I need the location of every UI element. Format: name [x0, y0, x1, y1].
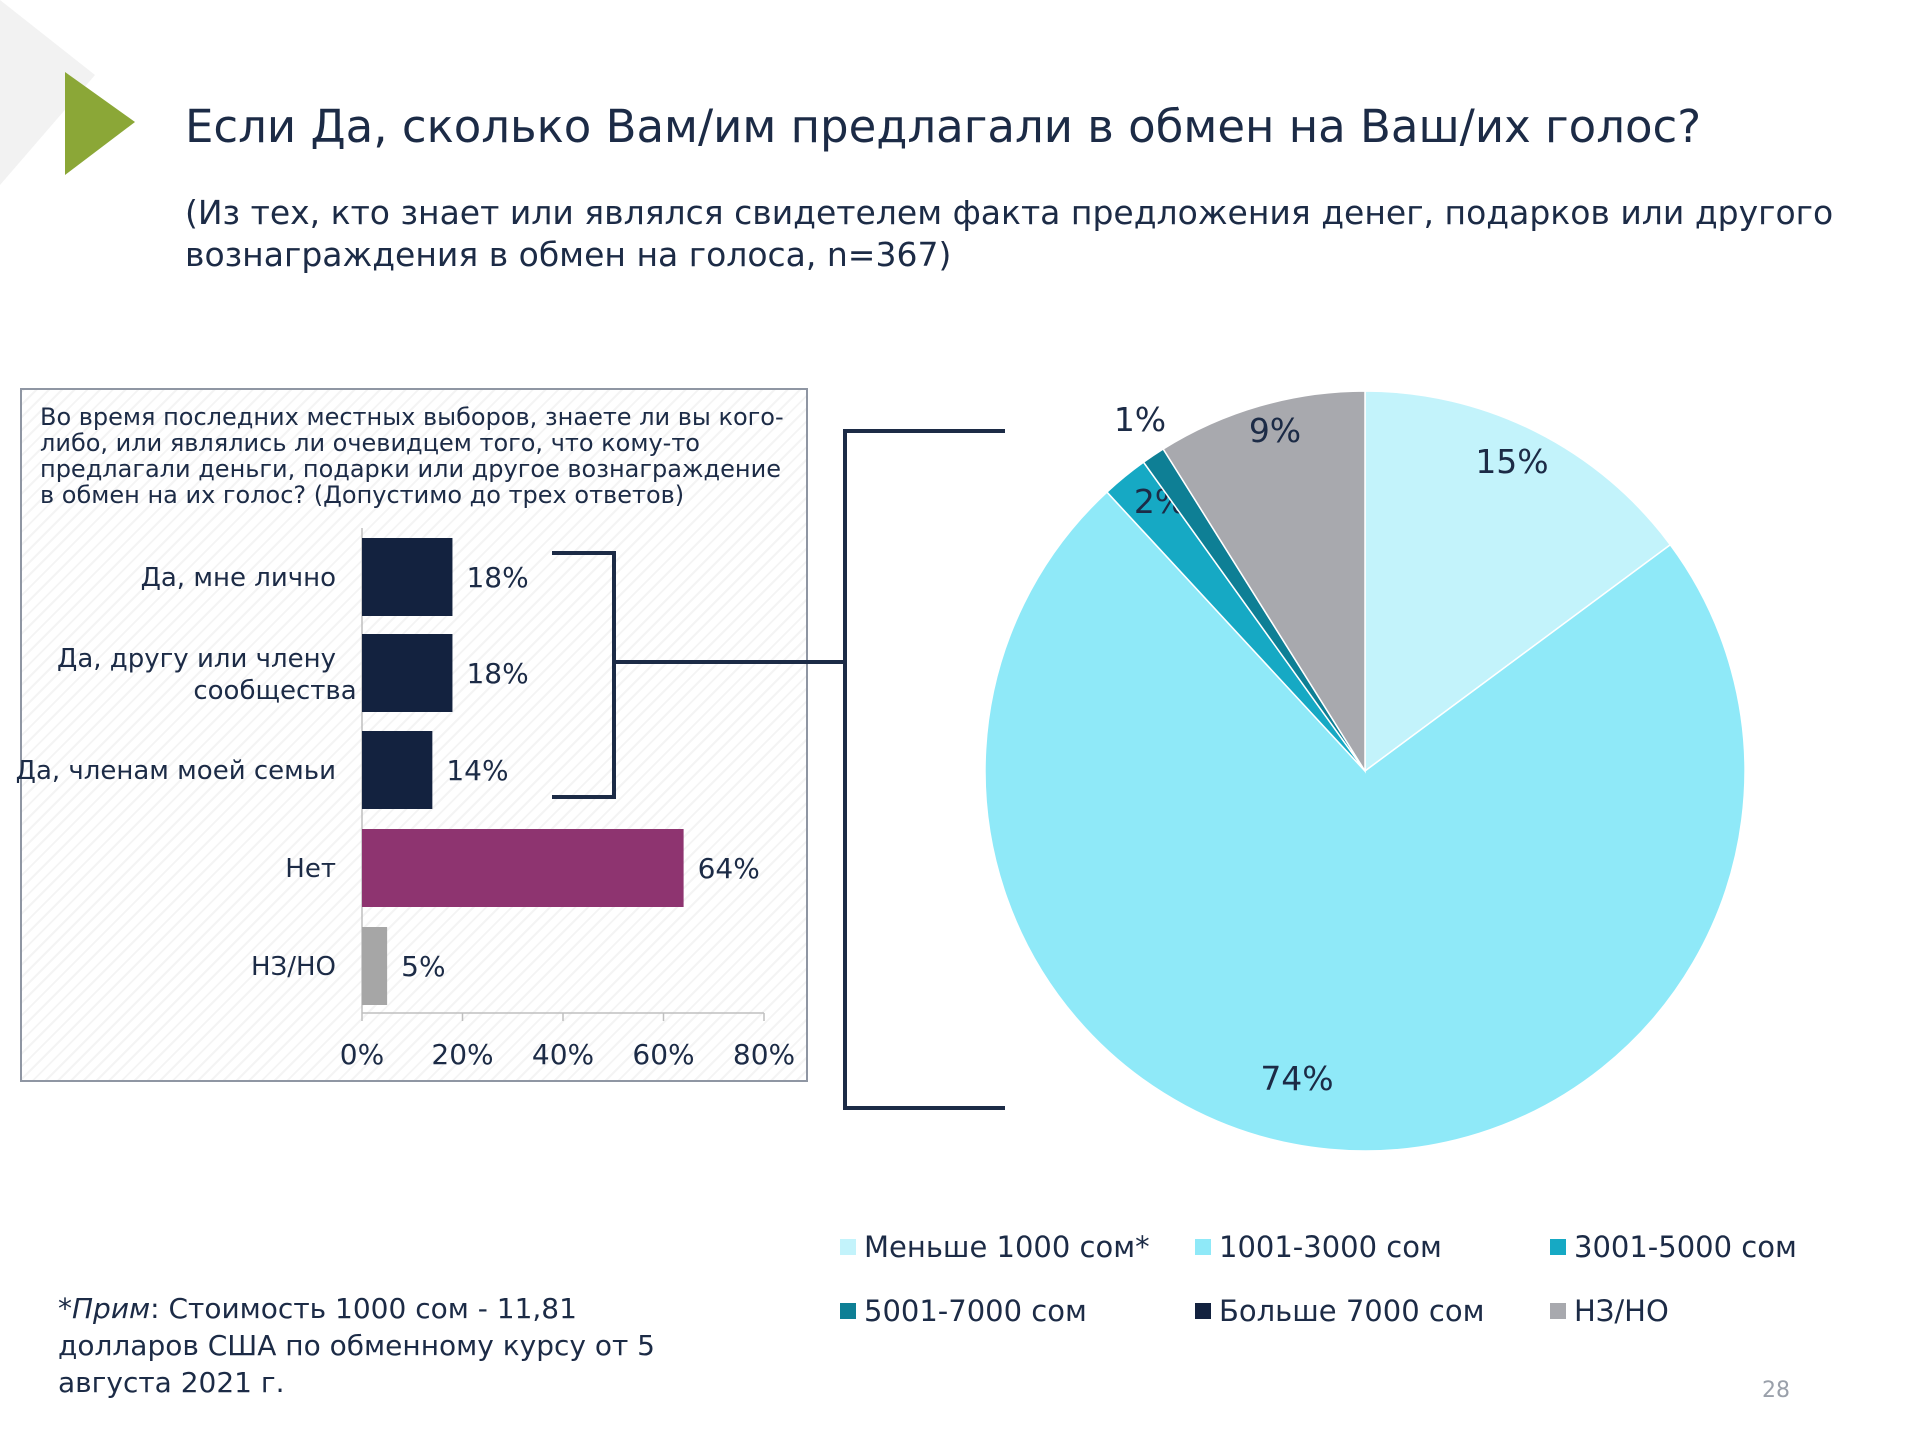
x-tick-label: 80%: [733, 1038, 795, 1071]
x-tick-label: 20%: [431, 1038, 493, 1071]
bar: [362, 731, 433, 809]
pie-legend: Меньше 1000 сом* 1001-3000 сом 3001-5000 с…: [840, 1230, 1900, 1328]
legend-swatch: [1550, 1239, 1566, 1255]
legend-label: Больше 7000 сом: [1219, 1294, 1485, 1328]
legend-label: 5001-7000 сом: [864, 1294, 1087, 1328]
legend-label: 1001-3000 сом: [1219, 1230, 1442, 1264]
category-label: НЗ/НО: [251, 952, 336, 982]
pie-bracket: [843, 429, 1005, 1110]
legend-item: Больше 7000 сом: [1195, 1294, 1550, 1328]
legend-item: Меньше 1000 сом*: [840, 1230, 1195, 1264]
footnote-label: *Прим: [58, 1292, 151, 1325]
page-subtitle: (Из тех, кто знает или являлся свидетеле…: [185, 193, 1834, 274]
legend-swatch: [840, 1239, 856, 1255]
page-number: 28: [1762, 1378, 1790, 1403]
legend-swatch: [1195, 1239, 1211, 1255]
bar: [362, 927, 388, 1005]
bar: [362, 634, 453, 712]
legend-item: 1001-3000 сом: [1195, 1230, 1550, 1264]
bar: [362, 829, 684, 907]
category-label-line: Да, другу или члену: [57, 644, 336, 674]
page-title: Если Да, сколько Вам/им предлагали в обм…: [185, 100, 1702, 153]
bar-value-label: 18%: [466, 561, 528, 594]
legend-label: НЗ/НО: [1574, 1294, 1669, 1328]
corner-decoration: [0, 0, 135, 185]
pie-value-label: 15%: [1475, 442, 1548, 481]
play-arrow-icon: [65, 72, 135, 175]
footnote: *Прим: Стоимость 1000 сом - 11,81 доллар…: [58, 1290, 678, 1401]
legend-swatch: [1550, 1303, 1566, 1319]
survey-question: Во время последних местных выборов, знае…: [40, 403, 784, 509]
legend-swatch: [840, 1303, 856, 1319]
legend-label: Меньше 1000 сом*: [864, 1230, 1150, 1264]
bar-value-label: 64%: [698, 852, 760, 885]
bars-bracket: [552, 551, 616, 799]
corner-shade: [0, 0, 95, 185]
footnote-text: : Стоимость 1000 сом - 11,81 долларов СШ…: [58, 1292, 655, 1399]
legend-item: 3001-5000 сом: [1550, 1230, 1900, 1264]
pie-value-label: 9%: [1249, 411, 1301, 450]
pie-value-label: 74%: [1260, 1059, 1333, 1098]
category-label: Нет: [285, 854, 336, 884]
pie-slice: [1162, 390, 1366, 774]
category-label-line: сообщества: [193, 676, 356, 706]
x-tick-label: 60%: [632, 1038, 694, 1071]
bar-value-label: 5%: [401, 950, 445, 983]
bar-value-label: 18%: [466, 657, 528, 690]
bar: [362, 538, 453, 616]
bar-value-label: 14%: [446, 754, 508, 787]
category-label: Да, членам моей семьи: [16, 756, 336, 786]
legend-swatch: [1195, 1303, 1211, 1319]
pie-slice: [1364, 390, 1672, 773]
x-tick-label: 40%: [532, 1038, 594, 1071]
x-tick-label: 0%: [340, 1038, 384, 1071]
pie-chart: 15%74%2%1% 9%: [984, 390, 1746, 1152]
legend-label: 3001-5000 сом: [1574, 1230, 1797, 1264]
category-label: Да, мне лично: [141, 563, 336, 593]
pie-slice: [984, 490, 1746, 1152]
legend-item: НЗ/НО: [1550, 1294, 1900, 1328]
legend-item: 5001-7000 сом: [840, 1294, 1195, 1328]
pie-value-label: 1%: [1114, 400, 1166, 439]
bracket-connector: [552, 429, 1005, 1110]
bar-chart: 0% 20% 40% 60% 80% 18% Да, мне лично 18% Да, дру…: [16, 528, 795, 1071]
